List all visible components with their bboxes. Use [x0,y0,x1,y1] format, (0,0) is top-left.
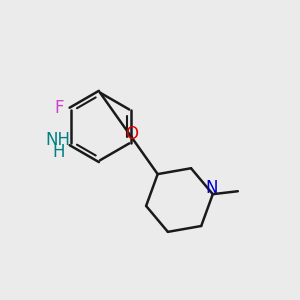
Text: H: H [52,143,64,161]
Text: NH: NH [46,131,71,149]
Text: N: N [205,179,218,197]
Text: F: F [55,99,64,117]
Text: O: O [125,125,138,143]
